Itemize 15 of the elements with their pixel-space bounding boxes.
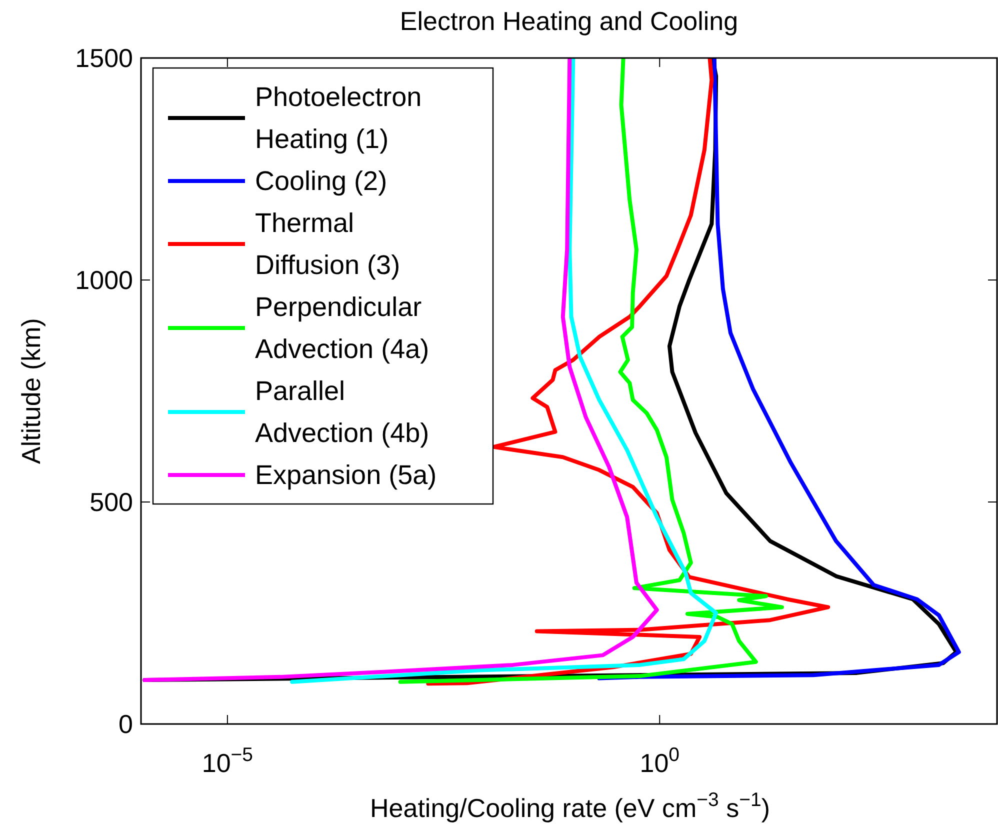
y-tick-label: 0	[118, 709, 133, 739]
x-axis-title: Heating/Cooling rate (eV cm$^{−3}$ s$^{−1}$)	[370, 789, 770, 823]
x-tick-label: 10$^{0}$	[640, 744, 680, 778]
y-tick-label: 500	[90, 487, 133, 517]
legend-label: Cooling (2)	[255, 166, 388, 196]
legend-label: Photoelectron Heating (1)	[255, 82, 422, 154]
x-tick-label: 10$^{−5}$	[202, 744, 254, 778]
legend-label: Expansion (5a)	[255, 460, 437, 490]
legend-label: Perpendicular Advection (4a)	[255, 292, 430, 364]
y-tick-label: 1000	[75, 265, 133, 295]
legend-label: Thermal Diffusion (3)	[255, 208, 400, 280]
y-axis-title: Altitude (km)	[16, 318, 46, 464]
legend-label: Parallel Advection (4b)	[255, 376, 430, 448]
y-tick-label: 1500	[75, 43, 133, 73]
chart-title: Electron Heating and Cooling	[400, 6, 738, 36]
